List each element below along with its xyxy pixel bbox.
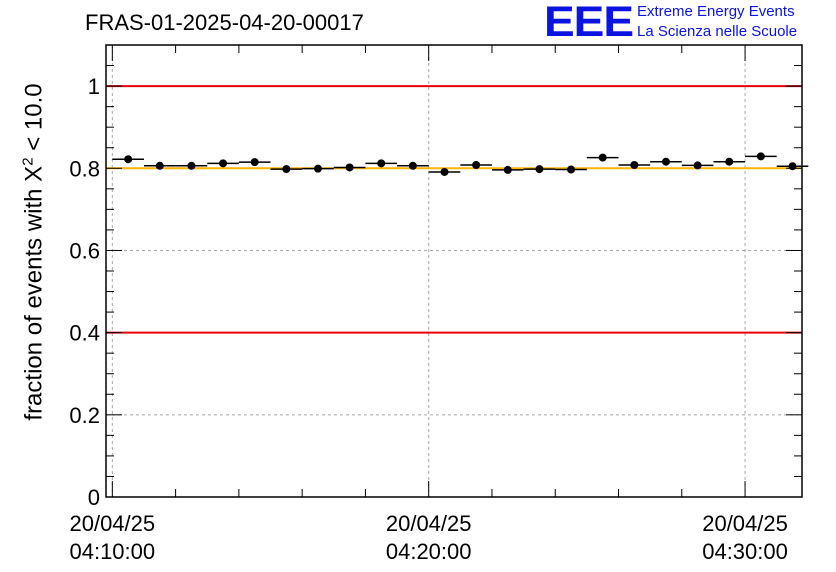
eee-logo-mark: EEE [544,0,634,46]
x-tick-label-date: 20/04/25 [702,511,788,536]
x-tick-label-time: 04:30:00 [702,539,788,564]
x-tick-label-time: 04:20:00 [385,539,472,564]
x-tick-label-time: 04:10:00 [69,539,156,564]
y-tick-label: 1 [88,74,100,99]
data-point [725,157,734,166]
data-point [313,164,322,173]
data-point [693,161,702,170]
data-point [503,165,512,174]
data-point [472,160,481,169]
data-point [219,159,228,168]
y-tick-label: 0.8 [69,156,100,181]
data-point [345,163,354,172]
logo-text-line1: Extreme Energy Events [637,3,795,20]
data-point [377,159,386,168]
data-point [756,152,765,161]
data-point [630,160,639,169]
data-point [408,161,417,170]
data-point [124,155,133,164]
data-point [440,167,449,176]
x-tick-label-date: 20/04/25 [69,511,156,536]
data-point [250,158,259,167]
y-tick-label: 0.6 [69,238,100,263]
data-point [155,161,164,170]
data-point [187,161,196,170]
y-tick-label: 0.4 [69,321,100,346]
data-point [598,153,607,162]
x-tick-label: 20/04/25 04:10:00 [47,510,177,566]
y-tick-label: 0 [88,485,100,510]
eee-logo: EEE Extreme Energy Events La Scienza nel… [544,0,834,46]
data-point [661,157,670,166]
data-point [567,165,576,174]
data-point [788,162,797,171]
chart-title: FRAS-01-2025-04-20-00017 [85,10,364,35]
data-point [535,165,544,174]
data-point [282,165,291,174]
logo-text-line2: La Scienza nelle Scuole [637,23,798,40]
x-tick-label: 20/04/25 04:30:00 [680,510,810,566]
y-tick-label: 0.2 [69,403,100,428]
x-tick-label: 20/04/25 04:20:00 [364,510,494,566]
plot-frame [105,44,803,498]
x-tick-label-date: 20/04/25 [385,511,472,536]
